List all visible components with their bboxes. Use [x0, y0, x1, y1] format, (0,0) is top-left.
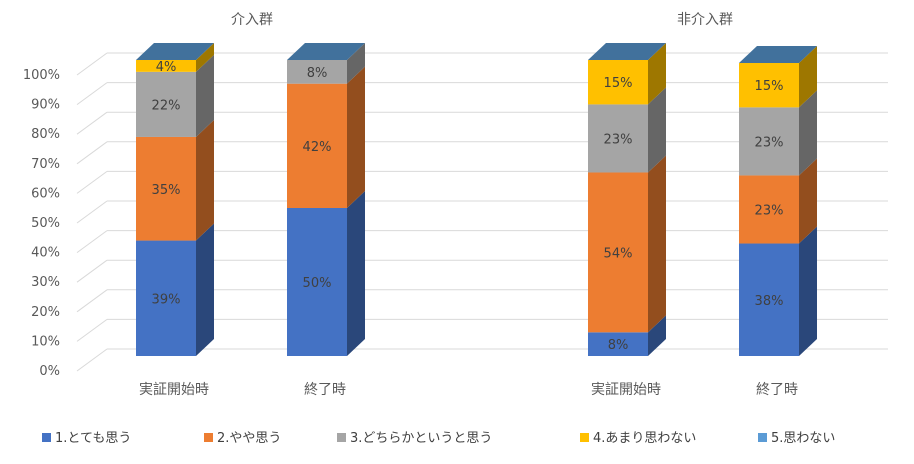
bar-side-3	[799, 90, 817, 176]
bar-side-2	[196, 119, 214, 241]
legend-swatch	[580, 433, 589, 442]
data-label: 22%	[152, 98, 181, 113]
legend-entry: 5.思わない	[771, 431, 835, 446]
gridline-diagonal	[76, 170, 108, 194]
legend-entry: 2.やや思う	[217, 431, 281, 446]
gridline-diagonal	[76, 348, 108, 372]
legend-swatch	[337, 433, 346, 442]
bar-front-3	[136, 71, 196, 137]
legend-swatch	[42, 433, 51, 442]
bar-front-4	[136, 60, 196, 72]
bar-top	[739, 45, 817, 63]
bar-front-1	[739, 243, 799, 356]
data-label: 23%	[755, 135, 784, 150]
bar-side-3	[196, 54, 214, 137]
data-label: 15%	[755, 79, 784, 94]
y-tick-label: 50%	[31, 216, 60, 231]
gridline-diagonal	[76, 230, 108, 254]
data-label: 23%	[755, 203, 784, 218]
bar-side-3	[648, 87, 666, 173]
bar-top	[287, 43, 365, 60]
bar-front-2	[136, 136, 196, 241]
x-category-label: 実証開始時	[139, 382, 209, 398]
group-label: 介入群	[231, 12, 273, 28]
bar-front-2	[739, 175, 799, 244]
bar-side-4	[799, 45, 817, 108]
y-tick-label: 0%	[39, 364, 60, 379]
y-tick-label: 40%	[31, 246, 60, 261]
gridline-diagonal	[76, 289, 108, 313]
bar-side-3	[347, 43, 365, 84]
data-label: 8%	[608, 338, 629, 353]
bar-side-4	[648, 43, 666, 105]
gridline-diagonal	[76, 52, 108, 76]
y-tick-label: 60%	[31, 186, 60, 201]
legend-entry: 4.あまり思わない	[593, 431, 696, 446]
legend-entry: 3.どちらかというと思う	[350, 431, 492, 446]
data-label: 50%	[303, 276, 332, 291]
gridline-diagonal	[76, 111, 108, 135]
gridline-diagonal	[76, 200, 108, 224]
gridline-diagonal	[76, 141, 108, 165]
bar-front-1	[136, 240, 196, 356]
data-label: 39%	[152, 292, 181, 307]
data-label: 4%	[156, 60, 177, 75]
data-label: 23%	[604, 132, 633, 147]
data-label: 38%	[755, 294, 784, 309]
x-category-label: 実証開始時	[591, 382, 661, 398]
data-label: 42%	[303, 140, 332, 155]
bar-front-2	[588, 172, 648, 333]
y-tick-label: 10%	[31, 334, 60, 349]
y-tick-label: 30%	[31, 275, 60, 290]
gridline-diagonal	[76, 82, 108, 106]
bar-side-2	[648, 155, 666, 333]
legend-swatch	[758, 433, 767, 442]
bar-side-2	[799, 158, 817, 244]
bar-front-4	[588, 60, 648, 105]
data-label: 15%	[604, 76, 633, 91]
bar-front-2	[287, 83, 347, 208]
bar-front-3	[739, 107, 799, 176]
bar-side-2	[347, 66, 365, 209]
data-label: 35%	[152, 183, 181, 198]
bar-front-3	[287, 60, 347, 84]
bar-front-1	[287, 208, 347, 356]
y-tick-label: 20%	[31, 305, 60, 320]
bar-top	[136, 43, 214, 60]
bar-top	[588, 43, 666, 60]
data-label: 8%	[307, 66, 328, 81]
bar-front-4	[739, 62, 799, 108]
y-tick-label: 90%	[31, 98, 60, 113]
bar-side-1	[799, 226, 817, 356]
y-tick-label: 70%	[31, 157, 60, 172]
bar-side-1	[347, 191, 365, 356]
y-tick-label: 100%	[23, 68, 60, 83]
legend-entry: 1.とても思う	[55, 431, 131, 446]
y-tick-label: 80%	[31, 127, 60, 142]
gridline-diagonal	[76, 318, 108, 342]
bar-side-1	[196, 223, 214, 356]
x-category-label: 終了時	[304, 382, 346, 398]
bar-side-1	[648, 315, 666, 356]
bar-front-3	[588, 104, 648, 173]
group-label: 非介入群	[677, 12, 733, 28]
legend-swatch	[204, 433, 213, 442]
bar-front-1	[588, 332, 648, 356]
data-label: 54%	[604, 246, 633, 261]
gridline-diagonal	[76, 259, 108, 283]
bar-side-4	[196, 43, 214, 72]
x-category-label: 終了時	[756, 382, 798, 398]
